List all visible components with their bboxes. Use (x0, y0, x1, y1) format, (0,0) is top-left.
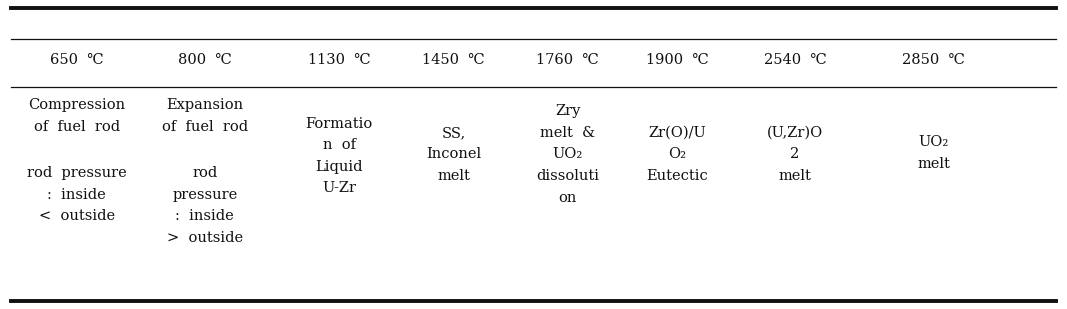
Text: of  fuel  rod: of fuel rod (34, 120, 120, 134)
Text: of  fuel  rod: of fuel rod (162, 120, 248, 134)
Text: rod  pressure: rod pressure (27, 166, 127, 180)
Text: Eutectic: Eutectic (647, 169, 708, 183)
Text: Compression: Compression (28, 98, 126, 112)
Text: Zr(O)/U: Zr(O)/U (649, 126, 706, 140)
Text: O₂: O₂ (669, 147, 686, 162)
Text: UO₂: UO₂ (919, 135, 949, 149)
Text: pressure: pressure (172, 188, 238, 202)
Text: melt: melt (918, 157, 950, 171)
Text: Expansion: Expansion (166, 98, 243, 112)
Text: :  inside: : inside (47, 188, 107, 202)
Text: SS,: SS, (442, 126, 465, 140)
Text: on: on (558, 191, 577, 205)
Text: >  outside: > outside (166, 231, 243, 245)
Text: rod: rod (192, 166, 218, 180)
Text: Inconel: Inconel (426, 147, 481, 162)
Text: n  of: n of (323, 138, 355, 152)
Text: 1760  ℃: 1760 ℃ (537, 53, 599, 67)
Text: 800  ℃: 800 ℃ (178, 53, 232, 67)
Text: melt  &: melt & (540, 126, 595, 140)
Text: 650  ℃: 650 ℃ (50, 53, 103, 67)
Text: 2540  ℃: 2540 ℃ (764, 53, 826, 67)
Text: melt: melt (437, 169, 469, 183)
Text: 1130  ℃: 1130 ℃ (308, 53, 370, 67)
Text: 1450  ℃: 1450 ℃ (423, 53, 484, 67)
Text: Liquid: Liquid (316, 160, 363, 174)
Text: (U,Zr)O: (U,Zr)O (767, 126, 823, 140)
Text: 2850  ℃: 2850 ℃ (903, 53, 965, 67)
Text: 1900  ℃: 1900 ℃ (647, 53, 708, 67)
Text: <  outside: < outside (38, 209, 115, 223)
Text: Formatio: Formatio (305, 116, 373, 131)
Text: 2: 2 (791, 147, 799, 162)
Text: U-Zr: U-Zr (322, 181, 356, 196)
Text: dissoluti: dissoluti (536, 169, 600, 183)
Text: Zry: Zry (555, 104, 580, 118)
Text: :  inside: : inside (175, 209, 235, 223)
Text: UO₂: UO₂ (553, 147, 583, 162)
Text: melt: melt (779, 169, 811, 183)
